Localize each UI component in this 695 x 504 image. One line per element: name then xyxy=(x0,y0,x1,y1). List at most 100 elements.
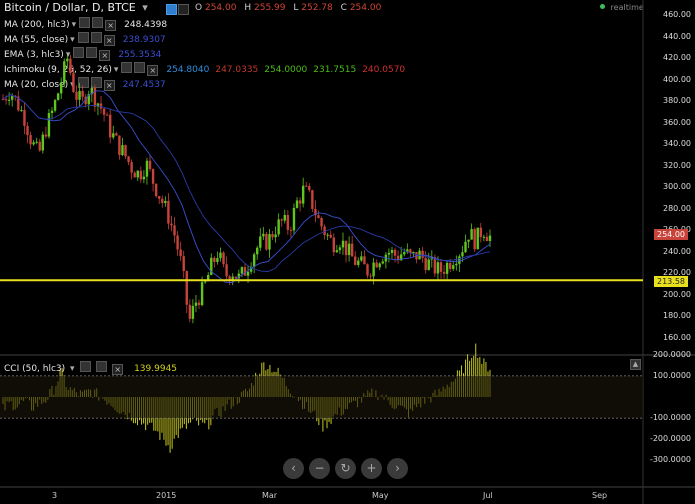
close-icon[interactable]: × xyxy=(147,65,159,76)
candle-body xyxy=(228,276,231,281)
candle-body xyxy=(59,83,63,94)
reset-button[interactable]: ↻ xyxy=(335,458,356,479)
close-icon[interactable]: × xyxy=(103,80,115,91)
candle-body xyxy=(102,108,106,115)
zoom-out-button[interactable]: − xyxy=(309,458,330,479)
candle-body xyxy=(326,234,329,236)
realtime-dot-icon xyxy=(600,4,605,9)
candle-body xyxy=(473,229,476,250)
chevron-down-icon[interactable]: ▾ xyxy=(142,1,148,14)
settings-icon[interactable] xyxy=(178,4,189,15)
candle-body xyxy=(433,257,437,274)
indicator-name: Ichimoku (9, 26, 52, 26) xyxy=(4,65,112,75)
indicator-legend[interactable]: MA (200, hlc3) ▾ × 248.4398 xyxy=(4,17,167,31)
cci-axis-label: -300.0000 xyxy=(649,455,691,464)
zoom-in-button[interactable]: + xyxy=(361,458,382,479)
candle-body xyxy=(347,243,351,256)
candle-body xyxy=(213,257,216,262)
low-label: L xyxy=(293,3,299,13)
chevron-down-icon[interactable]: ▾ xyxy=(70,35,75,45)
candle-body xyxy=(320,218,323,227)
candle-body xyxy=(323,226,326,235)
candle-body xyxy=(442,271,446,274)
candle-body xyxy=(1,98,5,100)
candle-body xyxy=(461,252,464,257)
candle-body xyxy=(482,236,486,238)
scroll-left-button[interactable]: ‹ xyxy=(283,458,304,479)
time-axis-label: Jul xyxy=(483,491,493,500)
settings-icon[interactable] xyxy=(92,17,104,28)
cci-axis-label: -200.0000 xyxy=(649,434,691,443)
time-axis-label: Sep xyxy=(592,491,608,500)
candle-body xyxy=(243,267,247,276)
cci-legend[interactable]: CCI (50, hlc3) ▾ × 139.9945 xyxy=(4,361,177,375)
close-icon[interactable]: × xyxy=(112,364,124,375)
candle-body xyxy=(427,259,430,270)
close-icon[interactable]: × xyxy=(103,35,115,46)
candle-body xyxy=(170,223,173,226)
candle-body xyxy=(72,73,75,92)
ma-55-line xyxy=(2,90,491,284)
indicator-legend[interactable]: MA (20, close)▾×247.4537 xyxy=(4,77,166,91)
candle-body xyxy=(188,304,192,319)
candle-body xyxy=(90,87,94,95)
indicator-legend[interactable]: EMA (3, hlc3) ▾ × 255.3534 xyxy=(4,47,161,61)
time-axis-label: 2015 xyxy=(156,491,177,500)
pane-maximize-icon[interactable]: ▲ xyxy=(630,359,641,370)
candle-body xyxy=(271,234,274,238)
low-value: 252.78 xyxy=(301,3,333,13)
candle-body xyxy=(38,141,41,151)
settings-icon[interactable] xyxy=(86,47,98,58)
eye-icon[interactable] xyxy=(121,62,133,73)
chevron-down-icon[interactable]: ▾ xyxy=(70,364,75,374)
close-icon[interactable]: × xyxy=(99,50,111,61)
candle-body xyxy=(341,240,345,248)
settings-icon[interactable] xyxy=(90,77,102,88)
indicator-value: 247.4537 xyxy=(122,80,166,90)
close-label: C xyxy=(340,3,347,13)
eye-icon[interactable] xyxy=(77,77,89,88)
indicator-legend[interactable]: Ichimoku (9, 26, 52, 26) ▾ × 254.8040 247.03… xyxy=(4,62,405,76)
candle-body xyxy=(127,156,130,163)
candle-body xyxy=(151,169,155,184)
candle-body xyxy=(219,252,222,259)
candle-body xyxy=(488,235,492,242)
indicator-value: 238.9307 xyxy=(122,35,166,45)
candle-body xyxy=(222,252,225,265)
candle-body xyxy=(360,256,363,261)
indicator-value: 247.0335 xyxy=(215,65,259,75)
price-axis-label: 320.00 xyxy=(663,160,691,170)
eye-icon[interactable] xyxy=(166,4,177,15)
candle-body xyxy=(109,114,112,138)
price-axis-label: 180.00 xyxy=(663,311,691,321)
eye-icon[interactable] xyxy=(80,361,92,372)
candle-body xyxy=(311,190,314,209)
open-value: 254.00 xyxy=(204,3,237,13)
chevron-down-icon[interactable]: ▾ xyxy=(65,50,71,60)
time-axis-label: 3 xyxy=(52,491,58,500)
candle-body xyxy=(363,256,366,265)
candle-body xyxy=(69,58,72,74)
settings-icon[interactable] xyxy=(90,32,102,43)
cci-axis-label: 200.0000 xyxy=(652,350,691,359)
candle-body xyxy=(476,227,479,250)
eye-icon[interactable] xyxy=(77,32,89,43)
scroll-right-button[interactable]: › xyxy=(387,458,408,479)
candle-body xyxy=(485,236,489,242)
chevron-down-icon[interactable]: ▾ xyxy=(113,65,119,75)
eye-icon[interactable] xyxy=(73,47,85,58)
symbol-title[interactable]: Bitcoin / Dollar, D, BTCE ▾ xyxy=(4,1,148,14)
close-icon[interactable]: × xyxy=(105,20,117,31)
indicator-value: 254.8040 xyxy=(166,65,210,75)
candle-body xyxy=(458,256,461,264)
chevron-down-icon[interactable]: ▾ xyxy=(71,20,77,30)
indicator-legend[interactable]: MA (55, close) ▾ × 238.9307 xyxy=(4,32,166,46)
settings-icon[interactable] xyxy=(134,62,146,73)
candle-body xyxy=(292,207,296,231)
cci-band-fill xyxy=(0,376,643,418)
indicator-value: 254.0000 xyxy=(264,65,308,75)
candle-body xyxy=(268,234,271,250)
settings-icon[interactable] xyxy=(96,361,108,372)
eye-icon[interactable] xyxy=(79,17,91,28)
